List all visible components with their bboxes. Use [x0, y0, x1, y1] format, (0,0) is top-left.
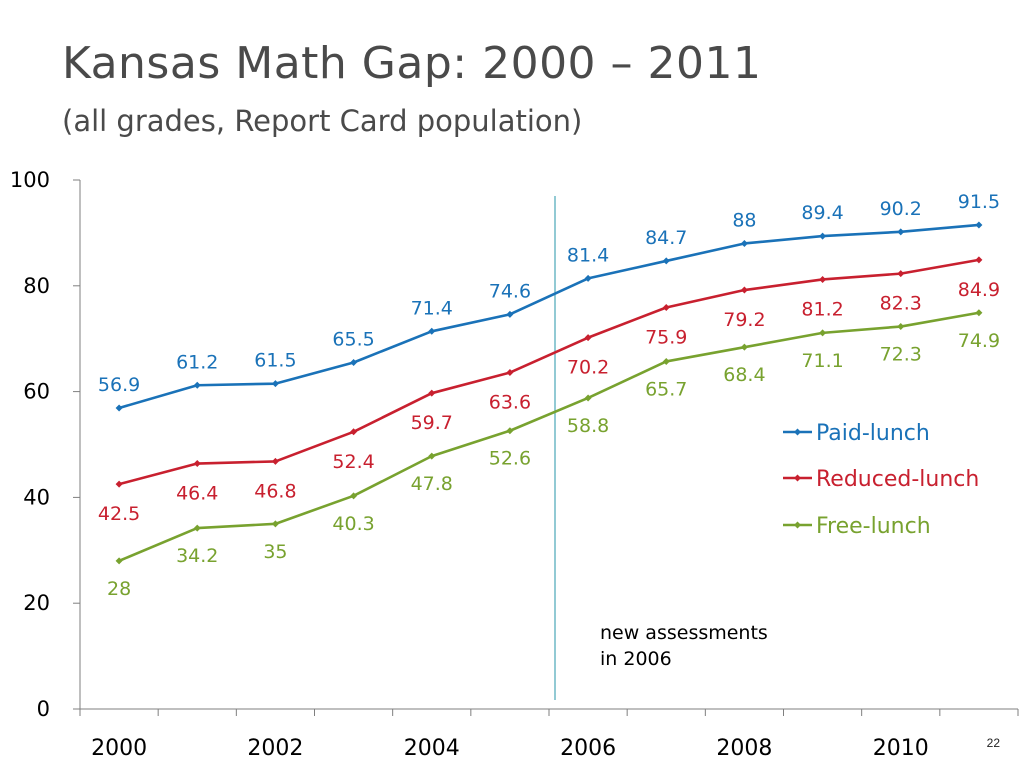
reduced-lunch-data-label: 52.4: [332, 451, 374, 473]
reduced-lunch-data-point: [506, 369, 514, 377]
reduced-lunch-data-point: [819, 275, 827, 283]
slide-subtitle: (all grades, Report Card population): [62, 104, 583, 138]
y-tick-label: 40: [23, 485, 50, 509]
free-lunch-data-label: 65.7: [645, 378, 687, 400]
legend-reduced-lunch-label: Reduced-lunch: [816, 467, 979, 492]
paid-lunch-data-point: [662, 257, 670, 265]
x-tick-label: 2010: [873, 736, 929, 761]
reduced-lunch-data-label: 63.6: [489, 392, 531, 414]
free-lunch-data-label: 40.3: [332, 513, 374, 535]
reduced-lunch-data-point: [271, 457, 279, 465]
paid-lunch-data-point: [193, 381, 201, 389]
paid-lunch-series-line: [118, 223, 980, 410]
x-tick-label: 2004: [404, 736, 460, 761]
free-lunch-data-point: [584, 394, 592, 402]
paid-lunch-data-point: [819, 232, 827, 240]
paid-lunch-data-label: 61.2: [176, 351, 218, 373]
y-tick-label: 100: [10, 168, 50, 192]
reduced-lunch-data-point: [975, 256, 983, 264]
free-lunch-data-point: [350, 492, 358, 500]
free-lunch-data-label: 34.2: [176, 545, 218, 567]
free-lunch-series-line: [118, 311, 980, 563]
reduced-lunch-data-label: 82.3: [880, 293, 922, 315]
slide-title: Kansas Math Gap: 2000 – 2011: [62, 38, 762, 89]
paid-lunch-data-label: 74.6: [489, 280, 531, 302]
paid-lunch-data-point: [975, 221, 983, 229]
paid-lunch-data-label: 84.7: [645, 227, 687, 249]
paid-lunch-data-point: [740, 239, 748, 247]
free-lunch-data-point: [662, 357, 670, 365]
paid-lunch-data-point: [428, 327, 436, 335]
reduced-lunch-data-point: [193, 460, 201, 468]
reduced-lunch-data-label: 84.9: [958, 279, 1000, 301]
paid-lunch-data-label: 91.5: [958, 191, 1000, 213]
legend-paid-lunch-label: Paid-lunch: [816, 421, 930, 446]
paid-lunch-data-label: 71.4: [411, 297, 453, 319]
free-lunch-data-point: [115, 557, 123, 565]
free-lunch-data-point: [193, 524, 201, 532]
reduced-lunch-series-line: [118, 258, 980, 486]
free-lunch-data-point: [819, 329, 827, 337]
paid-lunch-data-label: 88: [732, 209, 756, 231]
reduced-lunch-data-point: [897, 270, 905, 278]
paid-lunch-data-point: [350, 359, 358, 367]
reduced-lunch-data-label: 70.2: [567, 357, 609, 379]
free-lunch-data-point: [740, 343, 748, 351]
free-lunch-data-label: 68.4: [723, 364, 765, 386]
paid-lunch-data-point: [115, 404, 123, 412]
free-lunch-data-point: [506, 427, 514, 435]
reduced-lunch-data-label: 81.2: [801, 298, 843, 320]
legend-free-lunch-marker: [794, 521, 801, 529]
reduced-lunch-data-label: 59.7: [411, 412, 453, 434]
free-lunch-data-label: 71.1: [801, 350, 843, 372]
x-tick-label: 2006: [560, 736, 616, 761]
paid-lunch-data-label: 56.9: [98, 374, 140, 396]
free-lunch-data-label: 47.8: [411, 473, 453, 495]
x-tick-label: 2008: [716, 736, 772, 761]
paid-lunch-data-point: [271, 380, 279, 388]
paid-lunch-data-point: [506, 310, 514, 318]
reduced-lunch-data-label: 46.4: [176, 483, 218, 505]
free-lunch-data-point: [271, 520, 279, 528]
paid-lunch-data-label: 65.5: [332, 329, 374, 351]
reduced-lunch-data-label: 46.8: [254, 480, 296, 502]
y-tick-label: 20: [23, 591, 50, 615]
free-lunch-data-point: [897, 323, 905, 331]
y-tick-label: 60: [23, 380, 50, 404]
free-lunch-data-label: 58.8: [567, 415, 609, 437]
paid-lunch-data-label: 90.2: [880, 198, 922, 220]
x-tick-label: 2000: [91, 736, 147, 761]
legend-paid-lunch-marker: [794, 428, 801, 436]
free-lunch-data-label: 74.9: [958, 330, 1000, 352]
reduced-lunch-data-label: 42.5: [98, 503, 140, 525]
y-tick-label: 80: [23, 274, 50, 298]
paid-lunch-data-label: 61.5: [254, 350, 296, 372]
free-lunch-data-label: 28: [107, 578, 131, 600]
paid-lunch-data-label: 89.4: [801, 202, 843, 224]
annotation-text-line: new assessments: [600, 622, 768, 644]
y-tick-label: 0: [37, 697, 50, 721]
legend-reduced-lunch-marker: [794, 474, 801, 482]
legend-free-lunch-label: Free-lunch: [816, 514, 931, 539]
page-number: 22: [986, 736, 1000, 750]
paid-lunch-data-label: 81.4: [567, 244, 609, 266]
reduced-lunch-data-point: [584, 334, 592, 342]
reduced-lunch-data-point: [350, 428, 358, 436]
free-lunch-data-label: 72.3: [880, 344, 922, 366]
free-lunch-data-point: [428, 452, 436, 460]
free-lunch-data-label: 35: [263, 541, 287, 563]
x-tick-label: 2002: [247, 736, 303, 761]
free-lunch-data-point: [975, 309, 983, 317]
reduced-lunch-data-label: 79.2: [723, 309, 765, 331]
reduced-lunch-data-point: [662, 303, 670, 311]
paid-lunch-data-point: [584, 274, 592, 282]
reduced-lunch-data-point: [428, 389, 436, 397]
reduced-lunch-data-point: [740, 286, 748, 294]
paid-lunch-data-point: [897, 228, 905, 236]
annotation-text-line: in 2006: [600, 648, 672, 670]
reduced-lunch-data-label: 75.9: [645, 326, 687, 348]
reduced-lunch-data-point: [115, 480, 123, 488]
free-lunch-data-label: 52.6: [489, 448, 531, 470]
